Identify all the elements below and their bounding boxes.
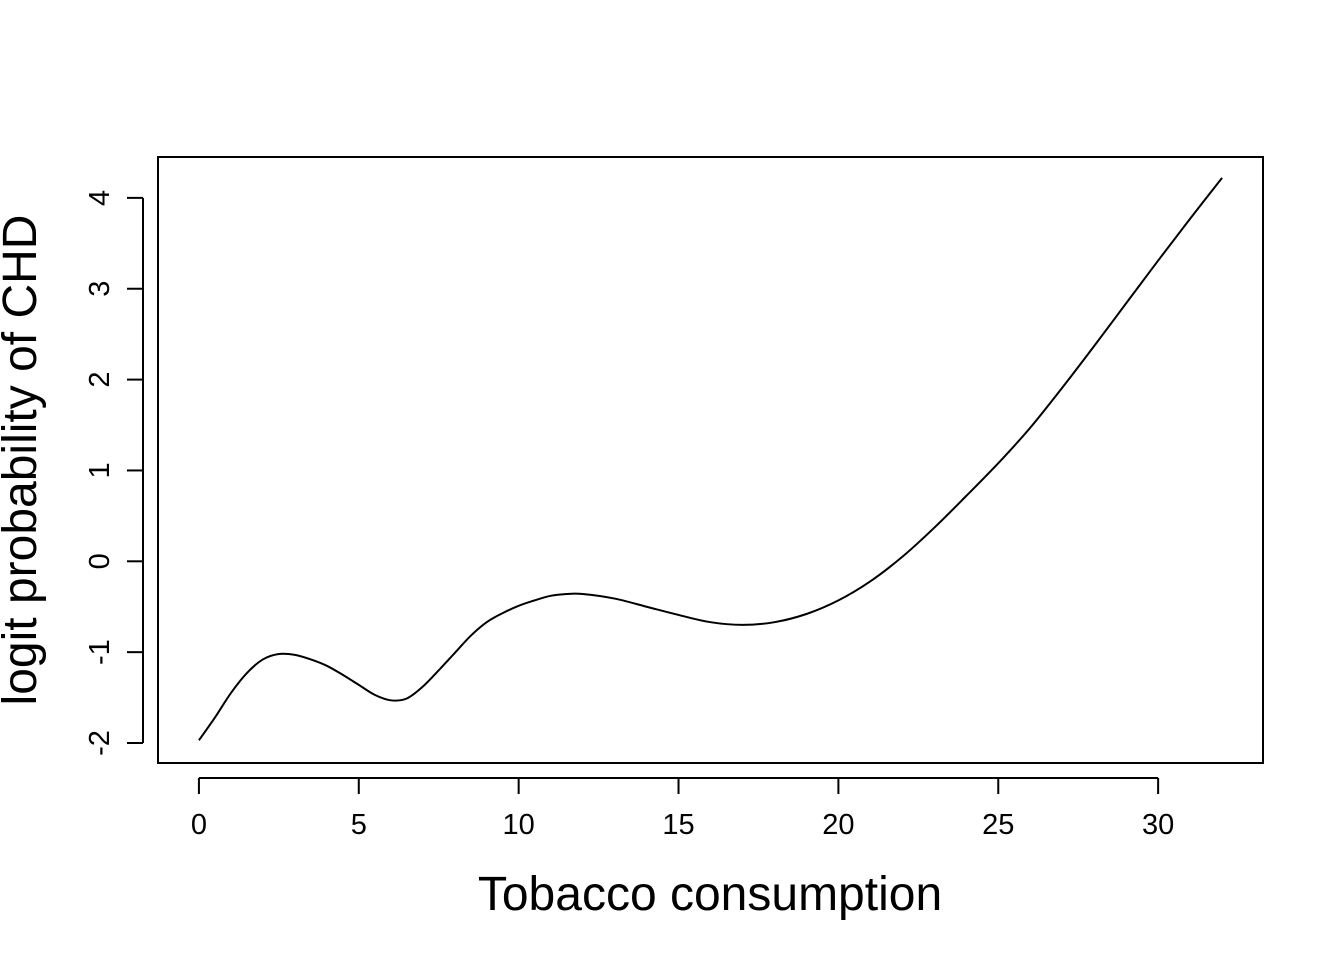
x-tick-label: 0: [191, 809, 207, 841]
x-tick-label: 10: [503, 809, 535, 841]
y-axis-title: logit probability of CHD: [0, 215, 47, 706]
x-axis: 0 5 10 15 20 25 30: [191, 777, 1174, 841]
x-tick-label: 5: [351, 809, 367, 841]
x-tick-label: 25: [982, 809, 1014, 841]
x-axis-title: Tobacco consumption: [478, 868, 942, 921]
y-tick-label: 2: [84, 372, 116, 388]
y-tick-label: 3: [84, 281, 116, 297]
y-tick-label: 1: [84, 462, 116, 478]
x-tick-label: 15: [662, 809, 694, 841]
series-line: [198, 177, 1223, 741]
x-tick-label: 20: [822, 809, 854, 841]
y-tick-label: -1: [84, 639, 116, 665]
y-tick-label: -2: [84, 730, 116, 756]
y-tick-label: 0: [84, 553, 116, 569]
x-tick-label: 30: [1142, 809, 1174, 841]
y-axis: -2 -1 0 1 2 3 4: [84, 190, 144, 756]
plot-frame: [157, 156, 1264, 764]
y-tick-label: 4: [84, 190, 116, 206]
